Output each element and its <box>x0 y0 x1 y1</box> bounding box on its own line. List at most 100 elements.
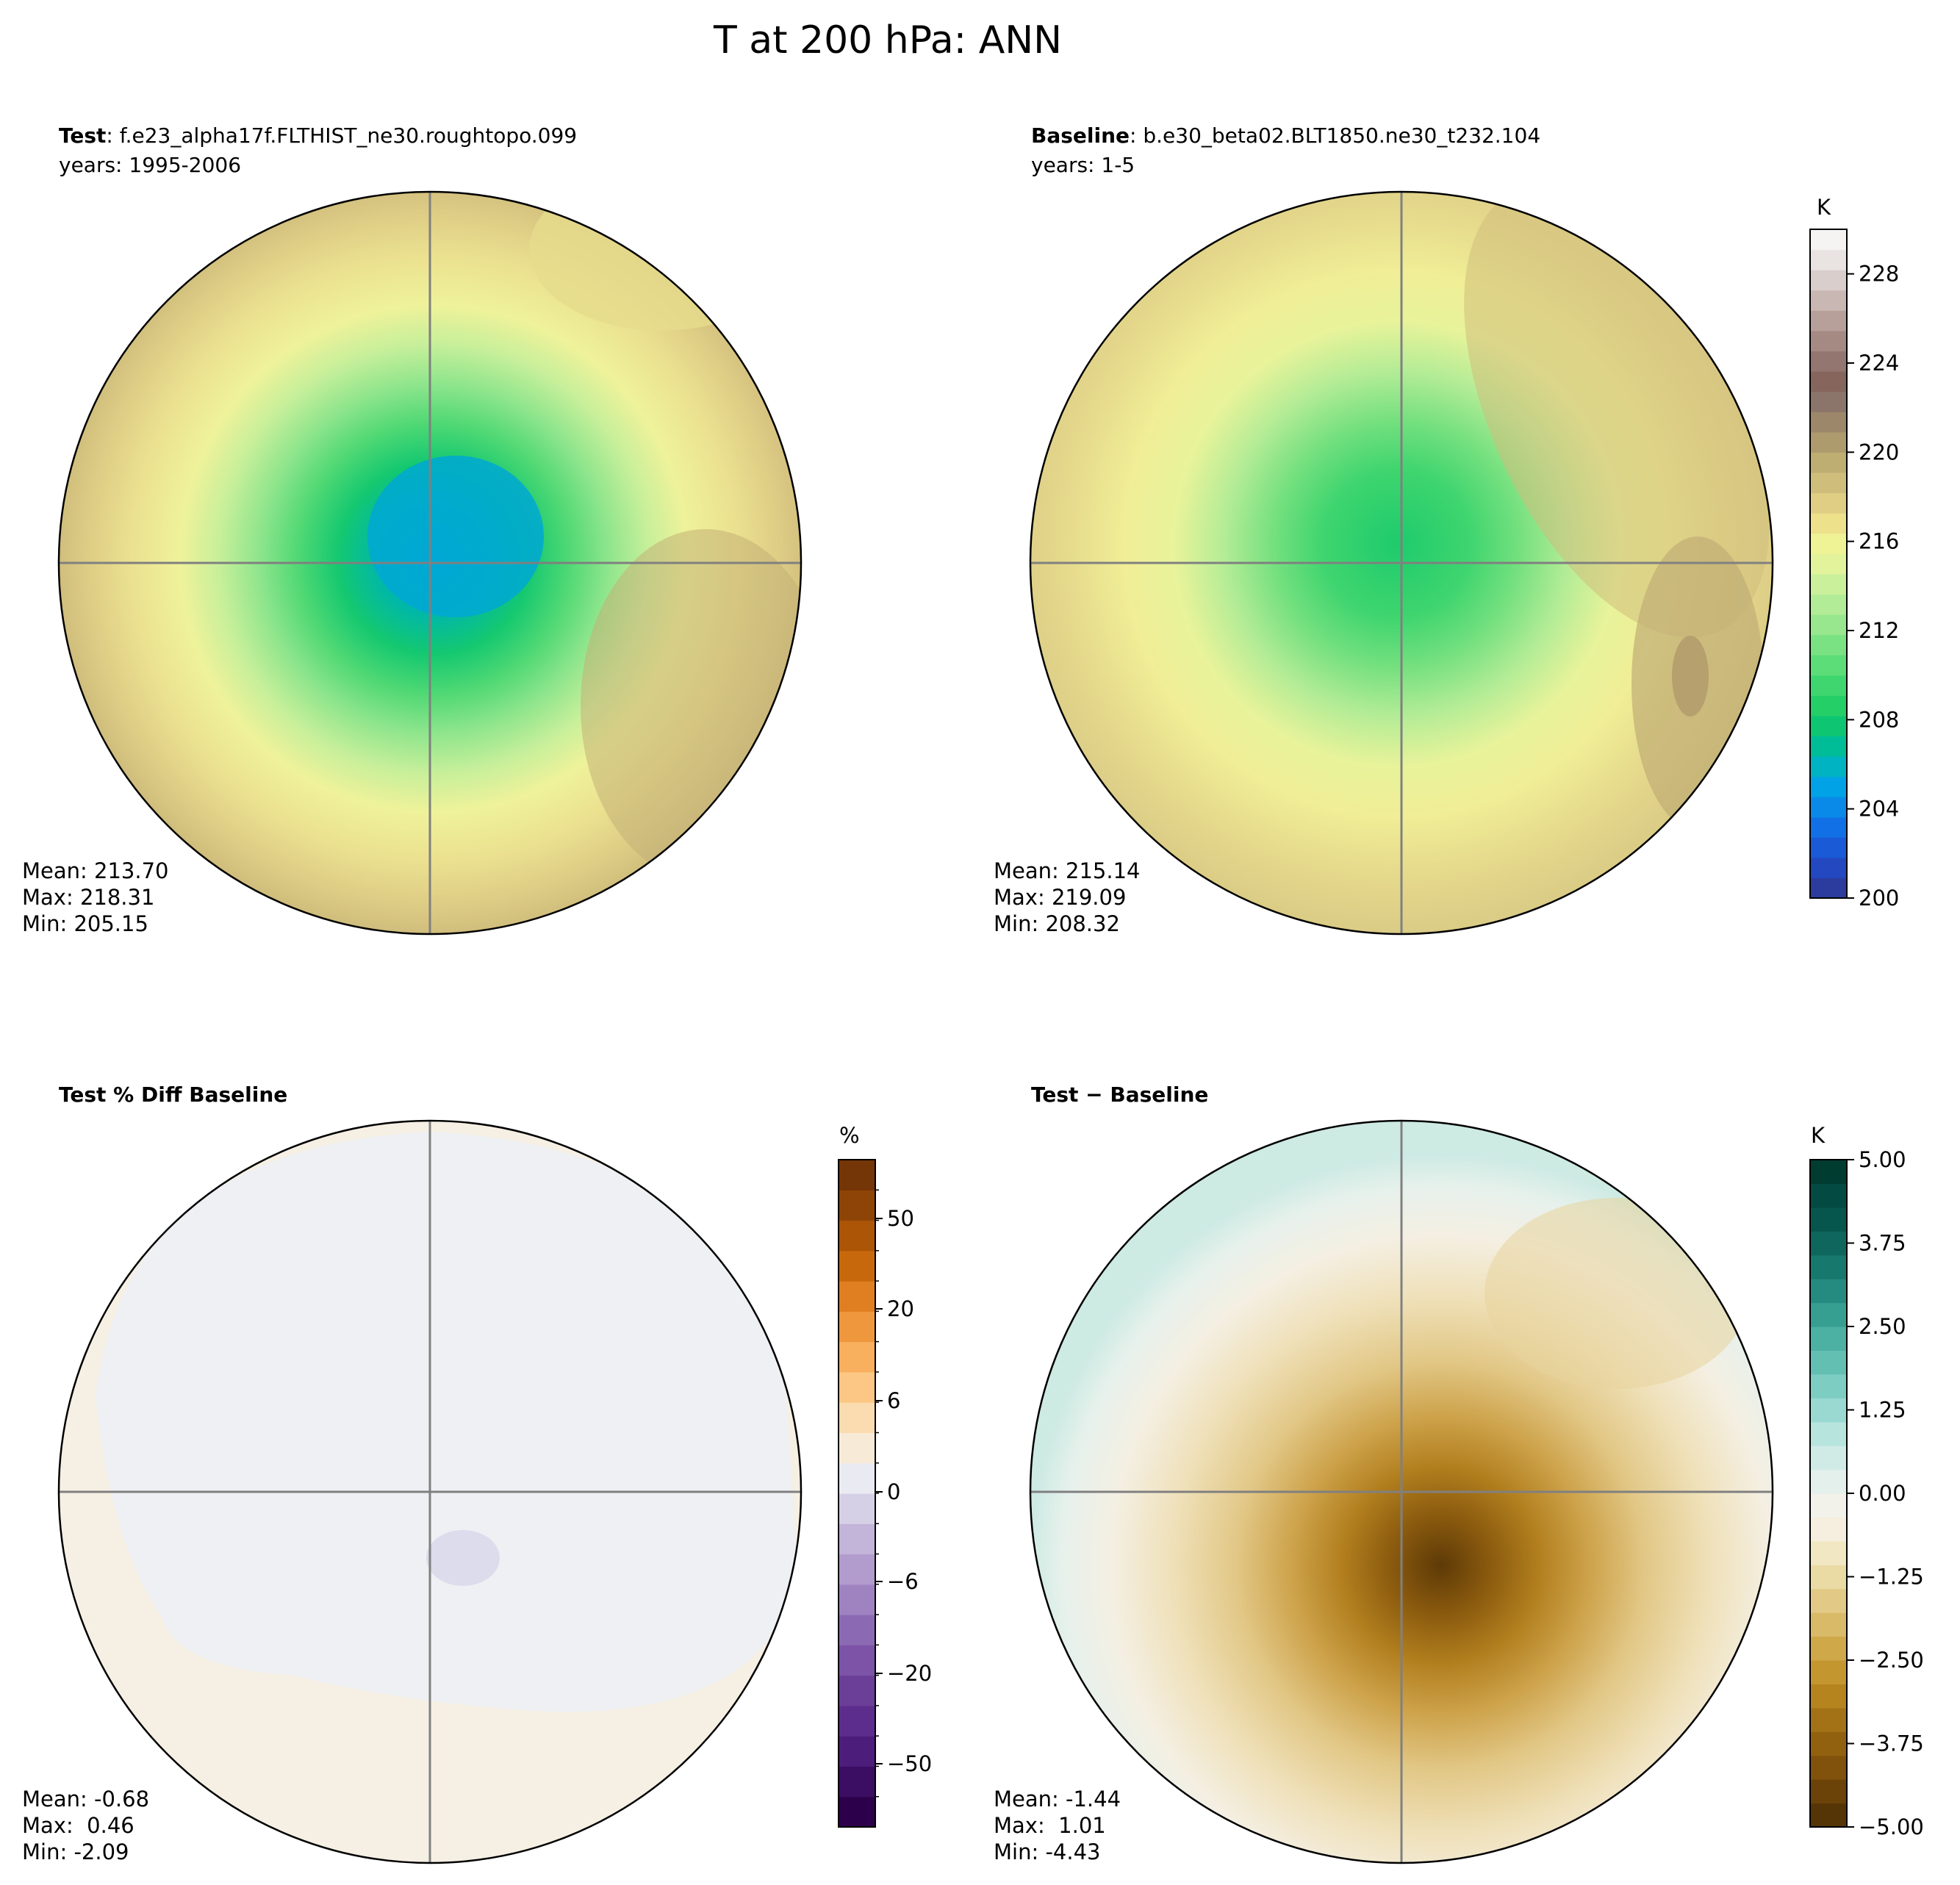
colorbar-segment <box>839 1796 875 1828</box>
colorbar-segment <box>1810 816 1847 838</box>
panel-test-title-rest: : f.e23_alpha17f.FLTHIST_ne30.roughtopo.… <box>106 123 577 148</box>
colorbar-segment <box>1810 1469 1847 1494</box>
panel-baseline: Baseline: b.e30_beta02.BLT1850.ne30_t232… <box>994 123 1774 936</box>
colorbar-tick-label: 220 <box>1859 439 1899 464</box>
panel-baseline-subtitle: years: 1-5 <box>1031 153 1135 177</box>
colorbar-segment <box>1810 1684 1847 1709</box>
colorbar-segment <box>839 1250 875 1282</box>
map-boundary <box>57 190 803 936</box>
colorbar-segment <box>1810 391 1847 412</box>
colorbar-segment <box>1810 1374 1847 1399</box>
colorbar-segment <box>1810 1731 1847 1756</box>
colorbar-segment <box>1810 1254 1847 1279</box>
panel-baseline-title: Baseline: b.e30_beta02.BLT1850.ne30_t232… <box>1031 123 1540 148</box>
stat-min: Min: 205.15 <box>22 911 148 936</box>
colorbar-segment <box>1810 290 1847 311</box>
colorbar-segment <box>1810 492 1847 514</box>
colorbar-segment <box>1810 371 1847 392</box>
colorbar-segment <box>1810 1279 1847 1304</box>
colorbar-segment <box>1810 594 1847 615</box>
colorbar-segment <box>839 1675 875 1706</box>
panel-test: Test: f.e23_alpha17f.FLTHIST_ne30.rought… <box>22 123 803 947</box>
colorbar-segment <box>839 1341 875 1373</box>
colorbar-segment <box>839 1615 875 1645</box>
colorbar-segment <box>1810 857 1847 879</box>
stat-max: Max: 0.46 <box>22 1813 134 1838</box>
colorbar-segment <box>1810 755 1847 778</box>
colorbar-tick-label: 228 <box>1859 262 1899 287</box>
colorbar-unit: K <box>1817 195 1831 220</box>
panel-test-map <box>59 192 801 934</box>
colorbar-segment <box>1810 431 1847 453</box>
stat-min: Min: -2.09 <box>22 1839 129 1864</box>
colorbar-segment <box>839 1766 875 1798</box>
panel-pctdiff: Test % Diff Baseline Mean: -0.68 Max: 0.… <box>22 1082 803 1864</box>
colorbar-segment <box>1810 1517 1847 1542</box>
colorbar-segment <box>1810 715 1847 736</box>
colorbar-segment <box>1810 249 1847 270</box>
colorbar-tick-label: 3.75 <box>1859 1231 1906 1256</box>
colorbar-segment <box>1810 1350 1847 1375</box>
panel-test-title: Test: f.e23_alpha17f.FLTHIST_ne30.rought… <box>59 123 577 148</box>
stat-max: Max: 219.09 <box>994 885 1126 910</box>
colorbar-segment <box>1810 1326 1847 1351</box>
colorbar-segment <box>839 1584 875 1615</box>
colorbar-segment <box>839 1493 875 1524</box>
colorbar-segment <box>1810 1660 1847 1685</box>
stat-min: Min: -4.43 <box>994 1839 1100 1864</box>
colorbar-tick-label: 204 <box>1859 797 1899 822</box>
colorbar-segment <box>839 1402 875 1434</box>
colorbar-tick-label: 1.25 <box>1859 1398 1906 1423</box>
colorbar-tick-label: 20 <box>887 1296 914 1321</box>
colorbar-tick-label: 216 <box>1859 529 1899 554</box>
colorbar-segment <box>1810 1707 1847 1732</box>
figure-title: T at 200 hPa: ANN <box>713 18 1062 62</box>
colorbar-segment <box>1810 351 1847 372</box>
panel-pctdiff-title: Test % Diff Baseline <box>59 1082 287 1107</box>
colorbar-segment <box>1810 1779 1847 1804</box>
panel-test-subtitle: years: 1995-2006 <box>59 153 241 177</box>
colorbar-segment <box>1810 1160 1847 1185</box>
map-boundary <box>57 1119 803 1864</box>
colorbar-tick-label: 2.50 <box>1859 1314 1906 1339</box>
colorbar-segment <box>839 1432 875 1464</box>
colorbar-tick-label: −3.75 <box>1859 1731 1924 1756</box>
panel-test-title-bold: Test <box>59 123 106 148</box>
colorbar-segment <box>1810 1207 1847 1232</box>
colorbar-segment <box>839 1190 875 1221</box>
colorbar-segment <box>839 1220 875 1252</box>
colorbar-unit: K <box>1811 1123 1826 1148</box>
colorbar-tick-label: −6 <box>887 1569 919 1594</box>
colorbar-segment <box>839 1645 875 1676</box>
colorbar-segment <box>1810 1493 1847 1518</box>
colorbar-segment <box>1810 229 1847 251</box>
colorbar-tick-label: 208 <box>1859 707 1899 732</box>
colorbar-tick-label: −2.50 <box>1859 1648 1924 1673</box>
colorbar-tick-label: 0 <box>887 1479 900 1504</box>
colorbar-segment <box>1810 1636 1847 1661</box>
panel-diff: Test − Baseline Mean: -1.44 Max: 1.01 Mi… <box>994 1082 1774 1864</box>
colorbar-segment <box>1810 1612 1847 1637</box>
colorbar-segment <box>1810 1446 1847 1471</box>
colorbar-segment <box>839 1462 875 1494</box>
colorbar-difference: K −5.00 −3.75 −2.50 −1.25 0.00 1.25 2.50 3.75 5.… <box>1809 1123 1924 1839</box>
colorbar-segment <box>1810 655 1847 676</box>
map-boundary <box>1029 190 1774 936</box>
colorbar-segment <box>1810 1755 1847 1780</box>
panel-baseline-title-rest: : b.e30_beta02.BLT1850.ne30_t232.104 <box>1130 123 1540 148</box>
colorbar-segment <box>1810 1565 1847 1590</box>
colorbar-segment <box>1810 675 1847 696</box>
colorbar-tick-label: 0.00 <box>1859 1481 1906 1506</box>
panel-diff-title: Test − Baseline <box>1031 1082 1208 1107</box>
colorbar-segment <box>1810 452 1847 473</box>
colorbar-percent: % −50 −20 −6 0 6 20 50 <box>838 1123 932 1828</box>
colorbar-segment <box>1810 1183 1847 1208</box>
colorbar-segment <box>1810 1421 1847 1446</box>
colorbar-unit: % <box>839 1123 860 1148</box>
colorbar-tick-label: −1.25 <box>1859 1565 1924 1590</box>
stat-mean: Mean: 215.14 <box>994 858 1140 883</box>
colorbar-segment <box>1810 634 1847 656</box>
stat-mean: Mean: 213.70 <box>22 858 168 883</box>
colorbar-segment <box>839 1523 875 1555</box>
